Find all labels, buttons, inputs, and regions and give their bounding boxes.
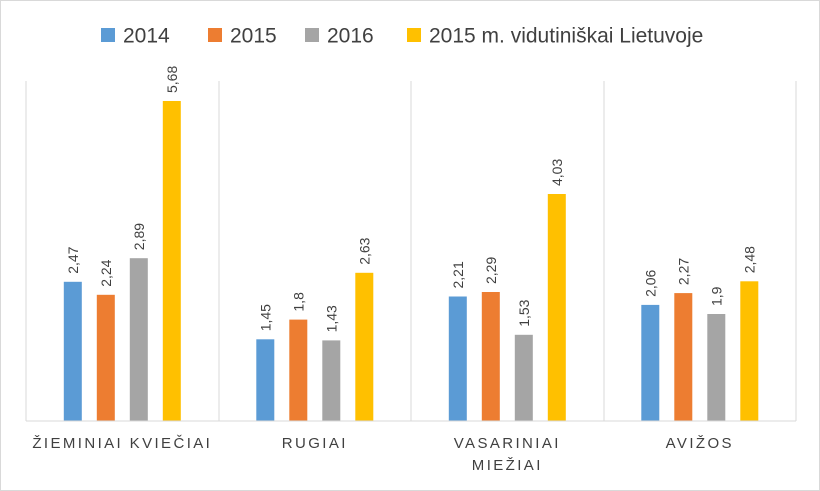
data-label: 1,53	[516, 299, 532, 326]
bar-2014-rugiai	[256, 339, 275, 421]
legend-item-2015-m-vidutiniskai-lietuvoje: 2015 m. vidutiniškai Lietuvoje	[407, 25, 703, 48]
data-label: 2,47	[65, 246, 81, 273]
category-label: AVIŽOS	[666, 435, 734, 452]
bar-2016-zieminiai-kvieciai	[129, 258, 148, 421]
bar-2016-rugiai	[322, 340, 341, 421]
category-label: RUGIAI	[282, 435, 348, 452]
bar-2014-vasariniai-mieziai	[448, 296, 467, 421]
bar-2014-avizos	[641, 304, 660, 421]
legend-label: 2016	[327, 25, 374, 48]
data-label: 2,89	[131, 223, 147, 250]
data-label: 1,9	[708, 286, 724, 306]
legend: 2014 2015 2016 2015 m. vidutiniškai Lietuvo…	[101, 25, 703, 48]
bar-2016-avizos	[707, 314, 726, 421]
bar-2015-m-vidutiniskai-lietuvoje-avizos	[740, 281, 759, 421]
data-label: 1,43	[323, 305, 339, 332]
bar-2014-zieminiai-kvieciai	[63, 281, 82, 421]
legend-label: 2014	[123, 25, 170, 48]
category-separators	[25, 81, 797, 421]
data-label: 1,45	[257, 304, 273, 331]
category-labels: ŽIEMINIAI KVIEČIAI RUGIAI VASARINIAI MIEŽIA…	[32, 435, 734, 474]
legend-item-2015: 2015	[208, 25, 277, 48]
legend-swatch	[407, 28, 421, 42]
data-label: 2,29	[483, 257, 499, 284]
data-label: 1,8	[290, 292, 306, 312]
bar-2015-vasariniai-mieziai	[481, 292, 500, 421]
data-label: 2,24	[98, 259, 114, 286]
bar-2015-m-vidutiniskai-lietuvoje-zieminiai-kvieciai	[162, 101, 181, 421]
bar-2015-avizos	[674, 293, 693, 421]
bar-2015-m-vidutiniskai-lietuvoje-vasariniai-mieziai	[547, 194, 566, 421]
bars	[63, 101, 759, 421]
legend-swatch	[208, 28, 222, 42]
bar-2015-m-vidutiniskai-lietuvoje-rugiai	[355, 272, 374, 421]
bar-2016-vasariniai-mieziai	[514, 334, 533, 421]
data-label: 2,48	[741, 246, 757, 273]
category-label: VASARINIAI MIEŽIAI	[454, 435, 561, 474]
bar-2015-rugiai	[289, 319, 308, 421]
data-label: 2,63	[356, 237, 372, 264]
bar-2015-zieminiai-kvieciai	[96, 294, 115, 421]
data-label: 2,21	[450, 261, 466, 288]
legend-swatch	[101, 28, 115, 42]
legend-label: 2015	[230, 25, 277, 48]
data-labels: 2,47 2,24 2,89 5,68 1,45 1,8 1,43 2,63 2,21 2,29 1…	[65, 66, 757, 333]
data-label: 2,27	[675, 258, 691, 285]
legend-label: 2015 m. vidutiniškai Lietuvoje	[429, 25, 703, 48]
legend-swatch	[305, 28, 319, 42]
data-label: 5,68	[164, 66, 180, 93]
legend-item-2016: 2016	[305, 25, 374, 48]
data-label: 2,06	[642, 269, 658, 296]
category-label: ŽIEMINIAI KVIEČIAI	[32, 435, 212, 452]
legend-item-2014: 2014	[101, 25, 170, 48]
data-label: 4,03	[549, 159, 565, 186]
